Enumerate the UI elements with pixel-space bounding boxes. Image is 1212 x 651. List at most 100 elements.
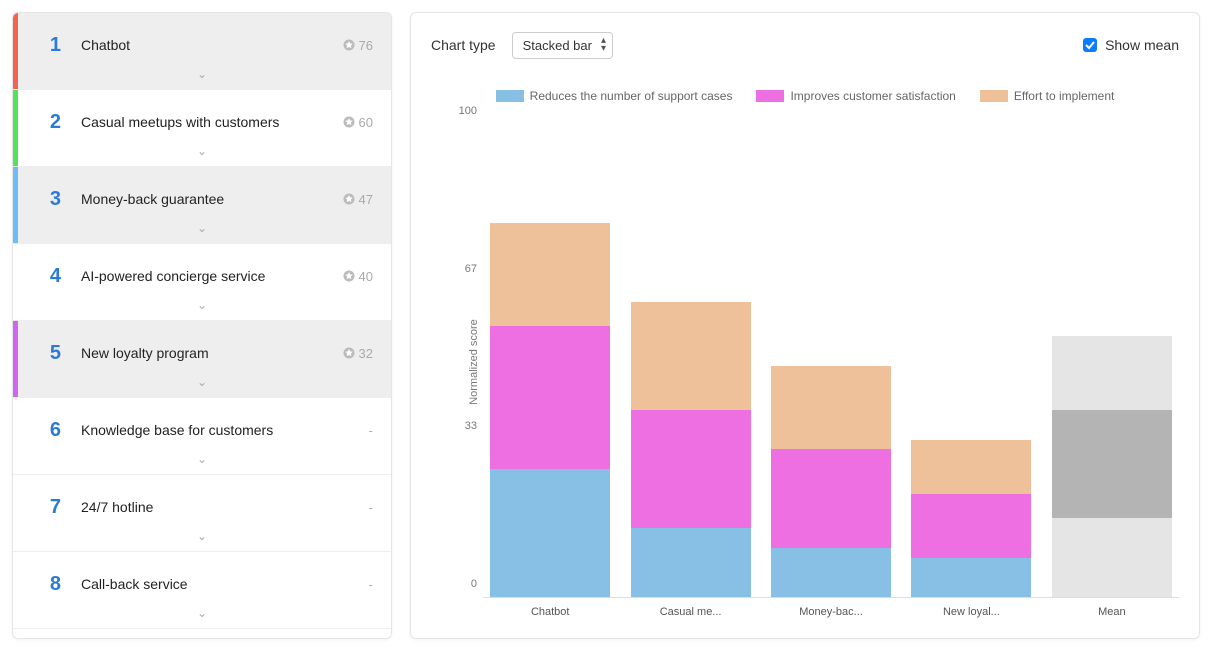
list-item-stripe — [13, 398, 18, 474]
chart-legend: Reduces the number of support cases Impro… — [431, 89, 1179, 103]
list-item-score-value: 60 — [359, 115, 373, 130]
checkbox-icon — [1083, 38, 1097, 52]
list-item-title: Knowledge base for customers — [81, 422, 369, 438]
x-tick-label: Casual me... — [629, 606, 751, 618]
list-item-title: Call-back service — [81, 576, 369, 592]
list-item-row: 4AI-powered concierge service40 — [13, 244, 391, 294]
list-item-stripe — [13, 90, 18, 166]
expand-button[interactable]: ⌄ — [13, 294, 391, 320]
list-item-row: 3Money-back guarantee47 — [13, 167, 391, 217]
bar-segment — [1052, 518, 1172, 597]
list-item[interactable]: 724/7 hotline-⌄ — [13, 475, 391, 552]
plot — [483, 105, 1179, 598]
bar-column[interactable] — [910, 105, 1032, 597]
legend-swatch — [756, 90, 784, 102]
list-item-title: New loyalty program — [81, 345, 343, 361]
bar-segment — [1052, 410, 1172, 518]
legend-label: Reduces the number of support cases — [530, 89, 733, 103]
chevron-down-icon: ⌄ — [197, 67, 207, 81]
y-tick: 100 — [459, 105, 477, 117]
chart-type-value: Stacked bar — [523, 38, 592, 53]
legend-item[interactable]: Improves customer satisfaction — [756, 89, 955, 103]
yaxis-label: Normalized score — [468, 319, 480, 405]
list-item-title: Chatbot — [81, 37, 343, 53]
list-item-score-value: 32 — [359, 346, 373, 361]
star-icon — [343, 116, 355, 128]
list-item[interactable]: 6Knowledge base for customers- ⌄ — [13, 398, 391, 475]
list-item-rank: 1 — [31, 34, 81, 57]
list-item-stripe — [13, 321, 18, 397]
list-item[interactable]: 1Chatbot76 ⌄ — [13, 13, 391, 90]
x-tick-label: Mean — [1051, 606, 1173, 618]
list-item-title: Money-back guarantee — [81, 191, 343, 207]
bar-segment — [490, 469, 610, 597]
list-item-score-value: - — [369, 423, 373, 438]
list-item-score: - — [369, 577, 373, 592]
chart-type-select[interactable]: Stacked bar ▴▾ — [512, 32, 613, 59]
list-item-score-value: - — [369, 577, 373, 592]
bar-column[interactable] — [489, 105, 611, 597]
list-item-row: 5New loyalty program 32 — [13, 321, 391, 371]
expand-button[interactable]: ⌄ — [13, 217, 391, 243]
list-item-row: 6Knowledge base for customers- — [13, 398, 391, 448]
list-item[interactable]: 8Call-back service- ⌄ — [13, 552, 391, 629]
chevron-down-icon: ⌄ — [197, 529, 207, 543]
list-item-score: 32 — [343, 346, 373, 361]
list-item-rank: 4 — [31, 265, 81, 288]
chart-header-left: Chart type Stacked bar ▴▾ — [431, 32, 613, 59]
bar-segment — [631, 528, 751, 597]
list-item[interactable]: 5New loyalty program 32 ⌄ — [13, 321, 391, 398]
expand-button[interactable]: ⌄ — [13, 448, 391, 474]
expand-button[interactable]: ⌄ — [13, 140, 391, 166]
y-tick: 0 — [471, 578, 477, 590]
list-item-stripe — [13, 552, 18, 628]
bar-segment — [771, 366, 891, 450]
legend-item[interactable]: Reduces the number of support cases — [496, 89, 733, 103]
bar-segment — [1052, 336, 1172, 410]
chevron-down-icon: ⌄ — [197, 375, 207, 389]
chart-type-label: Chart type — [431, 37, 496, 53]
expand-button[interactable]: ⌄ — [13, 63, 391, 89]
list-item-rank: 7 — [31, 496, 81, 519]
chart-panel: Chart type Stacked bar ▴▾ Show mean Redu… — [410, 12, 1200, 639]
x-tick-label: New loyal... — [910, 606, 1032, 618]
list-item-score: - — [369, 500, 373, 515]
xaxis-labels: ChatbotCasual me...Money-bac...New loyal… — [483, 598, 1179, 618]
bar-column[interactable] — [1051, 105, 1173, 597]
legend-label: Effort to implement — [1014, 89, 1115, 103]
list-item-row: 8Call-back service- — [13, 552, 391, 602]
list-item-stripe — [13, 244, 18, 320]
expand-button[interactable]: ⌄ — [13, 525, 391, 551]
list-item-rank: 5 — [31, 342, 81, 365]
select-caret-icon: ▴▾ — [601, 37, 606, 53]
list-item[interactable]: 2Casual meetups with customers60⌄ — [13, 90, 391, 167]
bar-segment — [911, 558, 1031, 597]
list-item-rank: 3 — [31, 188, 81, 211]
chart-area: Normalized score 10067330 ChatbotCasual … — [431, 105, 1179, 618]
bar-column[interactable] — [770, 105, 892, 597]
list-item[interactable]: 3Money-back guarantee47⌄ — [13, 167, 391, 244]
bar-stack — [490, 105, 610, 597]
list-item[interactable]: 4AI-powered concierge service40 ⌄ — [13, 244, 391, 321]
chevron-down-icon: ⌄ — [197, 606, 207, 620]
app-container: 1Chatbot76⌄2Casual meetups with customer… — [12, 12, 1200, 639]
bar-segment — [771, 449, 891, 547]
show-mean-toggle[interactable]: Show mean — [1083, 37, 1179, 53]
list-item-title: Casual meetups with customers — [81, 114, 343, 130]
list-item-row: 1Chatbot76 — [13, 13, 391, 63]
chart-header: Chart type Stacked bar ▴▾ Show mean — [431, 27, 1179, 63]
expand-button[interactable]: ⌄ — [13, 602, 391, 628]
yaxis-label-wrap: Normalized score — [431, 105, 449, 618]
chevron-down-icon: ⌄ — [197, 452, 207, 466]
y-tick: 33 — [465, 420, 477, 432]
bar-segment — [771, 548, 891, 597]
list-item-score-value: 40 — [359, 269, 373, 284]
expand-button[interactable]: ⌄ — [13, 371, 391, 397]
chevron-down-icon: ⌄ — [197, 298, 207, 312]
bar-stack — [911, 105, 1031, 597]
bar-column[interactable] — [629, 105, 751, 597]
ideas-list: 1Chatbot76⌄2Casual meetups with customer… — [12, 12, 392, 639]
list-item-row: 2Casual meetups with customers60 — [13, 90, 391, 140]
legend-item[interactable]: Effort to implement — [980, 89, 1115, 103]
star-icon — [343, 39, 355, 51]
